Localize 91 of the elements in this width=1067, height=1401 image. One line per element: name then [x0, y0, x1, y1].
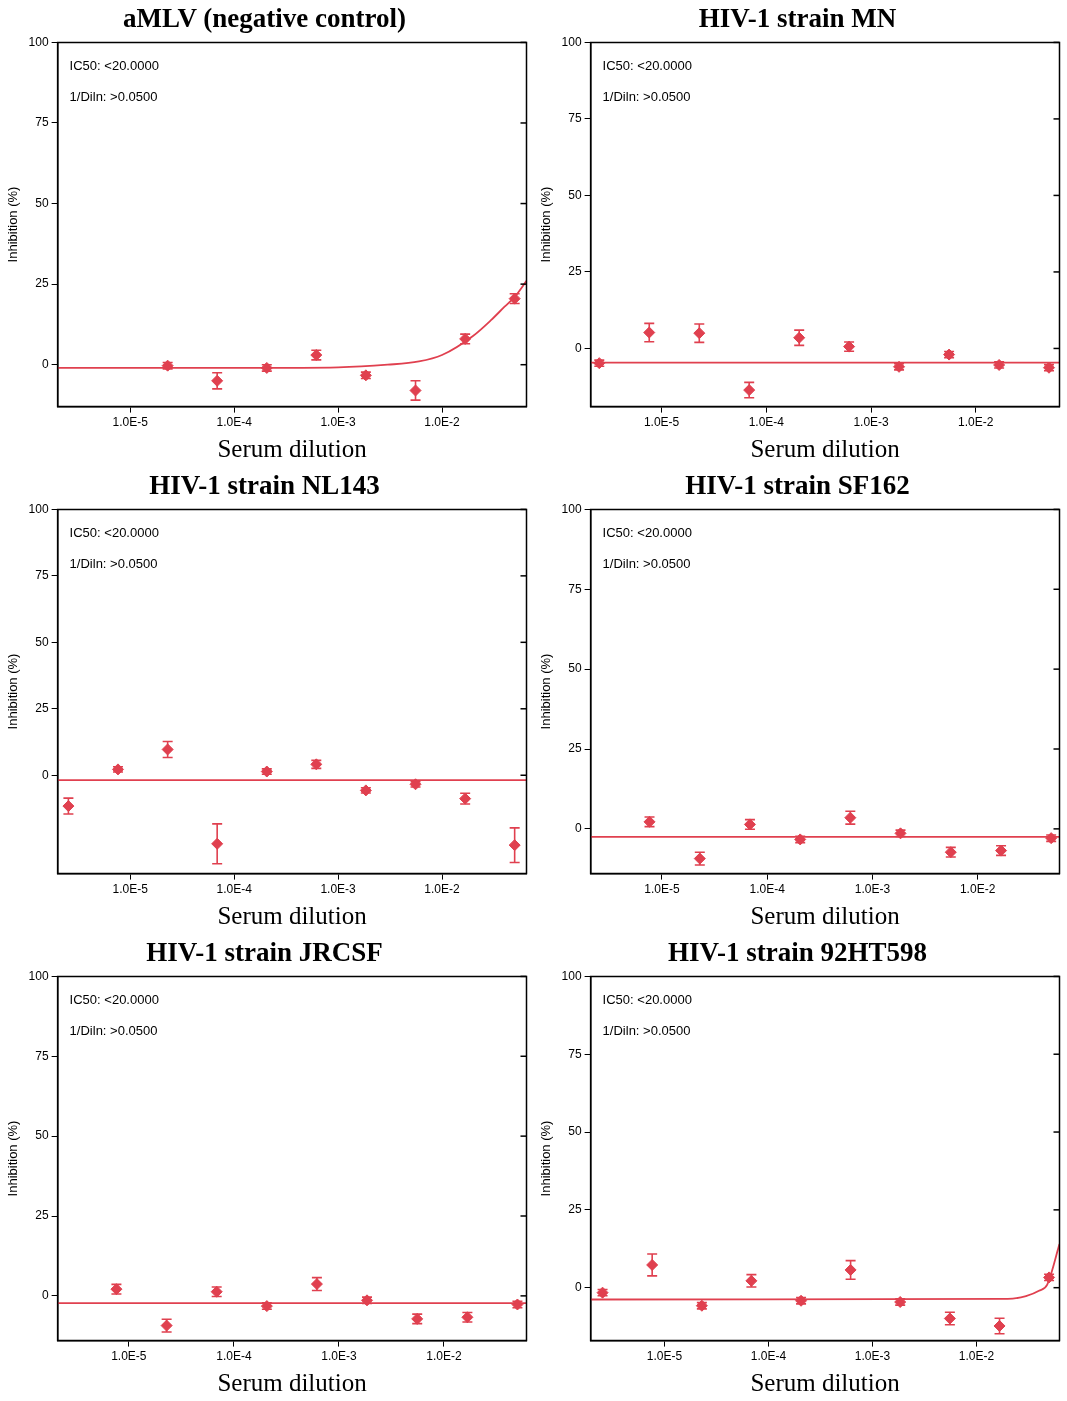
y-tick-label: 25: [568, 1202, 582, 1217]
y-tick-label: 100: [561, 501, 582, 516]
y-tick-label: 0: [574, 1279, 582, 1294]
y-tick-label: 75: [568, 111, 582, 126]
y-tick-label: 0: [41, 767, 49, 782]
annotation: 1/Diln: >0.0500: [602, 556, 691, 572]
y-tick-label: 75: [568, 1046, 582, 1061]
y-tick-label: 100: [561, 34, 582, 49]
y-tick-label: 25: [568, 264, 582, 279]
y-tick-label: 100: [28, 501, 49, 516]
point: [643, 326, 656, 339]
x-tick-label: 1.0E-3: [320, 882, 357, 897]
y-tick-label: 100: [28, 968, 49, 983]
y-axis-title: Inhibition (%): [538, 653, 554, 730]
x-tick-label: 1.0E-3: [853, 415, 890, 430]
y-tick-label: 0: [574, 821, 582, 836]
y-tick-label: 50: [35, 195, 49, 210]
annotation: IC50: <20.0000: [69, 525, 159, 541]
y-tick-label: 0: [574, 340, 582, 355]
x-axis-title: Serum dilution: [217, 901, 368, 929]
x-tick-label: 1.0E-5: [643, 415, 680, 430]
y-tick-label: 0: [41, 1288, 49, 1303]
y-tick-label: 50: [568, 1124, 582, 1139]
chart-title: aMLV (negative control): [123, 3, 406, 34]
x-axis-title: Serum dilution: [217, 434, 368, 462]
y-tick-label: 100: [28, 34, 49, 49]
y-tick-label: 100: [561, 968, 582, 983]
x-tick-label: 1.0E-4: [216, 415, 253, 430]
y-tick-label: 75: [35, 568, 49, 583]
y-tick-label: 50: [35, 1128, 49, 1143]
y-tick-label: 25: [35, 701, 49, 716]
x-tick-label: 1.0E-5: [111, 1349, 147, 1364]
point: [409, 384, 422, 397]
y-axis-title: Inhibition (%): [5, 186, 21, 263]
annotation: IC50: <20.0000: [602, 525, 692, 541]
x-tick-label: 1.0E-2: [958, 1349, 995, 1364]
x-tick-label: 1.0E-3: [854, 882, 891, 897]
y-tick-label: 25: [35, 1208, 49, 1223]
y-axis-title: Inhibition (%): [538, 186, 554, 263]
y-tick-label: 75: [568, 581, 582, 596]
chart-title: HIV-1 strain MN: [698, 3, 897, 34]
point: [646, 1258, 659, 1271]
annotation: 1/Diln: >0.0500: [69, 1023, 158, 1039]
x-tick-label: 1.0E-4: [749, 882, 786, 897]
annotation: 1/Diln: >0.0500: [69, 89, 158, 105]
y-tick-label: 75: [35, 115, 49, 130]
x-tick-label: 1.0E-2: [958, 415, 994, 430]
x-tick-label: 1.0E-5: [112, 882, 149, 897]
chart-title: HIV-1 strain 92HT598: [667, 937, 928, 968]
point: [211, 837, 224, 850]
y-axis-title: Inhibition (%): [5, 1120, 21, 1197]
annotation: 1/Diln: >0.0500: [602, 1023, 691, 1039]
chart-title: HIV-1 strain NL143: [149, 470, 380, 501]
x-axis-title: Serum dilution: [750, 434, 901, 462]
point: [508, 839, 521, 852]
x-tick-label: 1.0E-4: [216, 882, 253, 897]
y-tick-label: 50: [568, 661, 582, 676]
x-tick-label: 1.0E-4: [216, 1349, 252, 1364]
x-tick-label: 1.0E-4: [748, 415, 785, 430]
y-tick-label: 25: [568, 741, 582, 756]
x-tick-label: 1.0E-5: [646, 1349, 683, 1364]
x-tick-label: 1.0E-5: [112, 415, 149, 430]
y-tick-label: 50: [568, 187, 582, 202]
y-axis-title: Inhibition (%): [538, 1120, 554, 1197]
y-tick-label: 0: [41, 357, 49, 372]
x-axis-title: Serum dilution: [750, 1368, 901, 1396]
annotation: 1/Diln: >0.0500: [602, 89, 691, 105]
point: [693, 327, 706, 340]
chart-title: HIV-1 strain SF162: [685, 470, 910, 501]
x-tick-label: 1.0E-5: [644, 882, 680, 897]
x-tick-label: 1.0E-3: [321, 1349, 357, 1364]
x-tick-label: 1.0E-3: [320, 415, 357, 430]
annotation: 1/Diln: >0.0500: [69, 556, 158, 572]
x-tick-label: 1.0E-2: [424, 882, 461, 897]
x-tick-label: 1.0E-4: [750, 1349, 787, 1364]
x-axis-title: Serum dilution: [217, 1368, 368, 1396]
point: [844, 1263, 857, 1276]
x-tick-label: 1.0E-3: [854, 1349, 891, 1364]
y-tick-label: 25: [35, 276, 49, 291]
y-axis-title: Inhibition (%): [5, 653, 21, 730]
y-tick-label: 50: [35, 634, 49, 649]
x-axis-title: Serum dilution: [750, 901, 901, 929]
x-tick-label: 1.0E-2: [424, 415, 461, 430]
annotation: IC50: <20.0000: [69, 58, 159, 74]
x-tick-label: 1.0E-2: [959, 882, 996, 897]
annotation: IC50: <20.0000: [602, 58, 692, 74]
y-tick-label: 75: [35, 1048, 49, 1063]
annotation: IC50: <20.0000: [69, 992, 159, 1008]
chart-title: HIV-1 strain JRCSF: [146, 937, 383, 968]
annotation: IC50: <20.0000: [602, 992, 692, 1008]
x-tick-label: 1.0E-2: [426, 1349, 462, 1364]
